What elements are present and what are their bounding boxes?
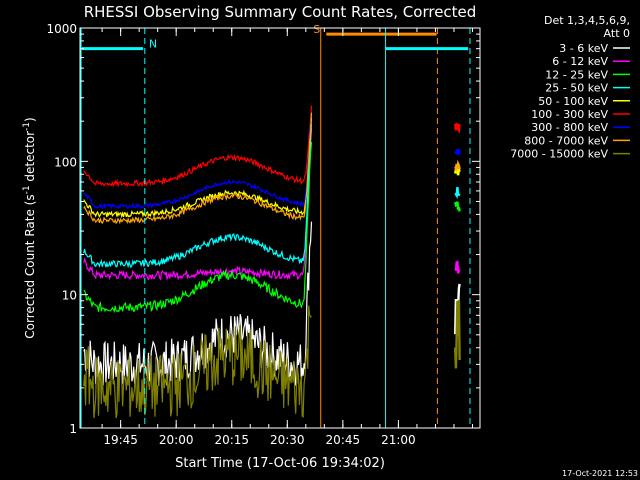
series-line-25-50 <box>83 123 313 269</box>
series-late-300-800 <box>454 148 461 155</box>
legend-label-6-12: 6 - 12 keV <box>552 55 608 68</box>
legend-label-3-6: 3 - 6 keV <box>559 42 608 55</box>
series-line-100-300 <box>83 105 313 188</box>
legend-header-line2: Att 0 <box>604 27 630 40</box>
axes: 1 10 100 1000 19:45 20:00 20:15 20:30 20:45 21:00 <box>46 22 481 447</box>
x-tick-label: 20:00 <box>159 433 194 447</box>
series-late-800-7000 <box>454 159 461 173</box>
legend-label-50-100: 50 - 100 keV <box>538 95 608 108</box>
plot-frame <box>79 27 481 429</box>
x-tick-label: 21:00 <box>381 433 416 447</box>
y-tick-label: 100 <box>54 155 77 169</box>
series-line-800-7000 <box>83 112 313 225</box>
series-line-7000-15000 <box>83 305 312 419</box>
series-late-12-25 <box>454 201 461 212</box>
series-late-7000-15000 <box>454 300 461 369</box>
annotation-label-S: S <box>313 23 320 36</box>
legend-label-100-300: 100 - 300 keV <box>531 108 608 121</box>
legend-header-line1: Det 1,3,4,5,6,9, <box>544 14 630 27</box>
chart-title: RHESSI Observing Summary Count Rates, Co… <box>84 3 477 21</box>
legend-label-300-800: 300 - 800 keV <box>531 121 608 134</box>
y-axis-label: Corrected Count Rate (s-1 detector-1) <box>22 117 37 338</box>
y-tick-label: 1000 <box>46 22 77 36</box>
series-late-100-300 <box>454 122 461 135</box>
timestamp: 17-Oct-2021 12:53 <box>562 469 638 478</box>
legend-label-25-50: 25 - 50 keV <box>545 82 608 95</box>
x-tick-label: 20:30 <box>270 433 305 447</box>
x-tick-label: 19:45 <box>103 433 138 447</box>
series-line-50-100 <box>83 117 313 219</box>
annotation-label-N: N <box>149 38 157 51</box>
x-tick-label: 20:15 <box>214 433 249 447</box>
series-late-6-12 <box>454 260 461 274</box>
y-tick-label: 10 <box>62 289 77 303</box>
legend-label-800-7000: 800 - 7000 keV <box>524 134 608 147</box>
series-line-300-800 <box>83 112 313 210</box>
x-tick-label: 20:45 <box>326 433 361 447</box>
series-line-6-12 <box>83 128 313 282</box>
y-tick-label: 1 <box>69 422 77 436</box>
x-axis-label: Start Time (17-Oct-06 19:34:02) <box>175 456 385 471</box>
legend-label-7000-15000: 7000 - 15000 keV <box>510 148 608 161</box>
plot-area: NS <box>80 23 471 428</box>
legend-label-12-25: 12 - 25 keV <box>545 68 608 81</box>
series-line-12-25 <box>83 141 313 314</box>
series-late-25-50 <box>454 186 461 200</box>
